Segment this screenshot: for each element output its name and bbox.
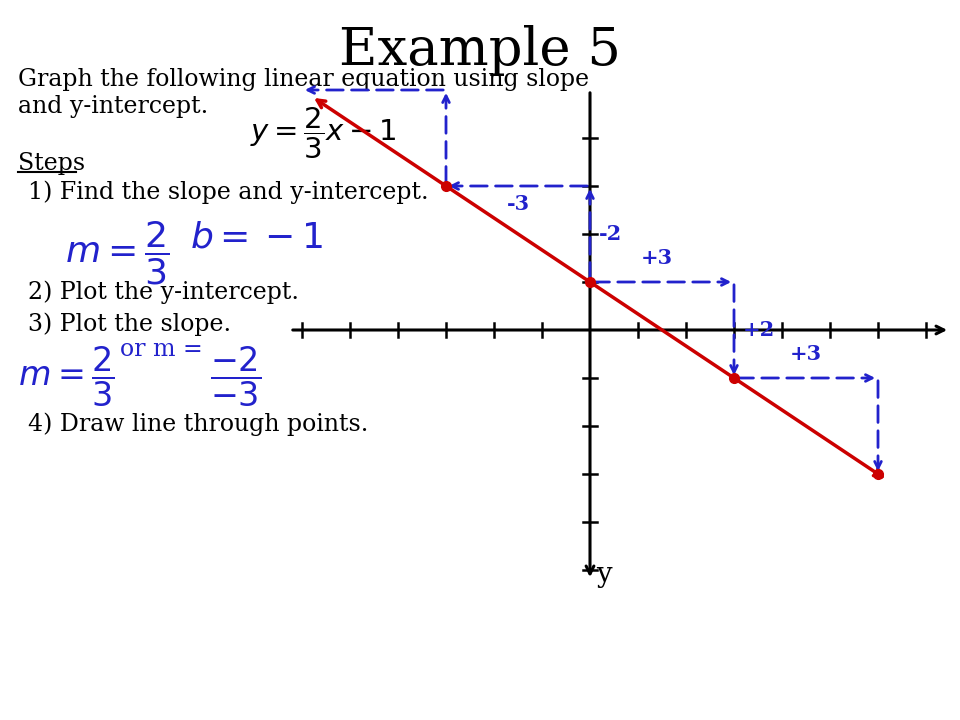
Text: -3: -3 <box>507 194 530 214</box>
Text: 4) Draw line through points.: 4) Draw line through points. <box>28 412 369 436</box>
Text: 1) Find the slope and y-intercept.: 1) Find the slope and y-intercept. <box>28 180 428 204</box>
Text: $\dfrac{-2}{-3}$: $\dfrac{-2}{-3}$ <box>210 345 261 410</box>
Text: or m =: or m = <box>120 338 203 361</box>
Text: Example 5: Example 5 <box>339 25 621 76</box>
Text: $m = \dfrac{2}{3}$: $m = \dfrac{2}{3}$ <box>65 220 170 287</box>
Text: 3) Plot the slope.: 3) Plot the slope. <box>28 312 231 336</box>
Text: $m = \dfrac{2}{3}$: $m = \dfrac{2}{3}$ <box>18 345 114 410</box>
Text: $y = \dfrac{2}{3}x - 1$: $y = \dfrac{2}{3}x - 1$ <box>250 106 396 161</box>
Text: -2: -2 <box>599 224 622 244</box>
Text: Graph the following linear equation using slope: Graph the following linear equation usin… <box>18 68 589 91</box>
Text: Steps: Steps <box>18 152 85 175</box>
Text: 2) Plot the y-intercept.: 2) Plot the y-intercept. <box>28 280 299 304</box>
Text: +3: +3 <box>790 344 822 364</box>
Text: +2: +2 <box>743 320 776 340</box>
Text: $b = -1$: $b = -1$ <box>190 220 324 254</box>
Text: y: y <box>596 561 612 588</box>
Text: and y-intercept.: and y-intercept. <box>18 95 208 118</box>
Text: +3: +3 <box>641 248 673 268</box>
